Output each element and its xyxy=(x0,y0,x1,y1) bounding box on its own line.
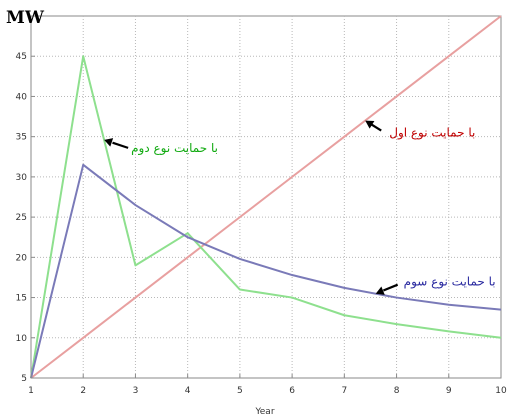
y-tick-label: 25 xyxy=(16,213,27,223)
x-tick-label: 5 xyxy=(237,386,243,396)
y-tick-label: 5 xyxy=(21,374,27,384)
y-tick-label: 15 xyxy=(16,294,27,304)
unit-label: MW xyxy=(6,8,45,28)
x-tick-label: 8 xyxy=(394,386,400,396)
y-tick-labels: 5 10 15 20 25 30 35 40 45 xyxy=(16,52,35,384)
annotation-label-type3: با حمایت نوع سوم xyxy=(404,275,496,290)
annotation-arrowhead-type2 xyxy=(104,138,114,147)
y-tick-label: 20 xyxy=(16,253,28,263)
x-tick-label: 9 xyxy=(446,386,452,396)
annotation-arrow-type1 xyxy=(370,123,382,132)
series-lines xyxy=(30,15,502,379)
annotation-label-type1: با حمایت نوع اول xyxy=(389,126,475,141)
y-tick-label: 10 xyxy=(16,334,28,344)
y-tick-label: 30 xyxy=(16,173,28,183)
x-axis-label: Year xyxy=(254,407,274,417)
grid xyxy=(31,16,501,378)
series-line-type2 xyxy=(30,55,502,379)
y-tick-label: 40 xyxy=(16,92,28,102)
x-tick-label: 1 xyxy=(28,386,34,396)
annotation-arrow-type2 xyxy=(112,141,129,149)
annotations: با حمایت نوع اول با حمایت نوع دوم با حمایت… xyxy=(104,120,496,295)
annotation-arrow-type3 xyxy=(382,283,399,292)
y-tick-label: 45 xyxy=(16,52,27,62)
series-line-type3 xyxy=(30,163,502,379)
x-tick-label: 10 xyxy=(495,386,507,396)
annotation-arrowhead-type3 xyxy=(375,286,385,295)
series-line-type1 xyxy=(30,15,502,379)
annotation-arrowhead-type1 xyxy=(365,120,375,129)
x-tick-label: 3 xyxy=(133,386,139,396)
x-tick-label: 4 xyxy=(185,386,191,396)
annotation-label-type2: با حمایت نوع دوم xyxy=(131,141,218,156)
x-tick-label: 7 xyxy=(341,386,347,396)
y-tick-label: 35 xyxy=(16,133,27,143)
x-tick-labels: 1 2 3 4 5 6 7 8 9 10 xyxy=(28,374,507,396)
x-tick-label: 6 xyxy=(289,386,295,396)
x-tick-label: 2 xyxy=(80,386,86,396)
